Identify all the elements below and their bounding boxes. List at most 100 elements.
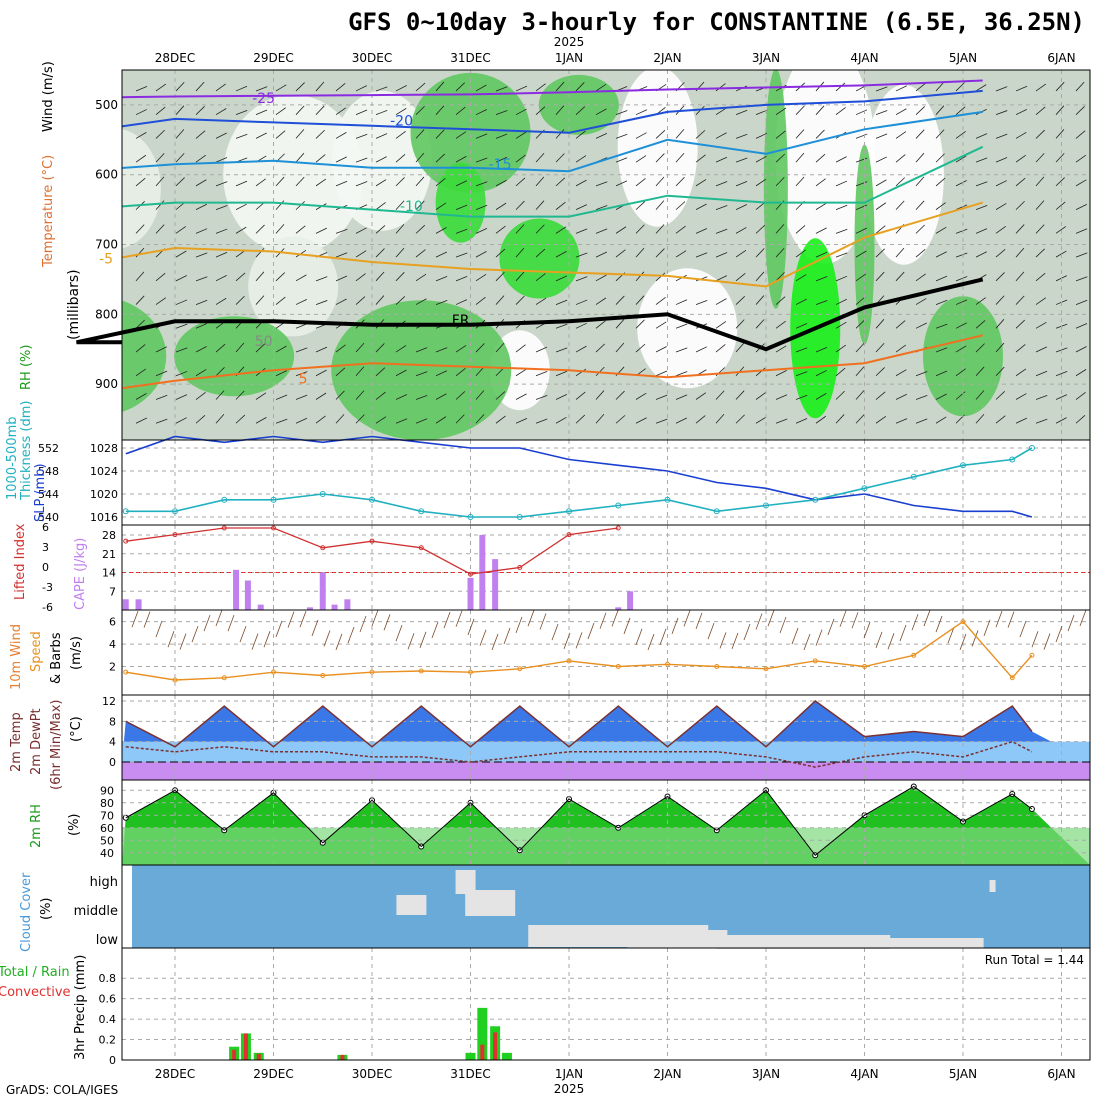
thickness-marker xyxy=(1028,445,1035,451)
wind-barb xyxy=(255,224,265,234)
rh-region xyxy=(923,296,1003,417)
wind-barb xyxy=(475,181,488,187)
wind-barb xyxy=(895,85,908,92)
wind-barb xyxy=(275,130,286,139)
year-label-top: 2025 xyxy=(554,35,585,49)
x-tick-label-top: 28DEC xyxy=(155,51,195,65)
wind-barb xyxy=(1015,393,1027,400)
wind-barb xyxy=(195,130,206,139)
y-tick-label: 800 xyxy=(95,307,118,321)
wind-barb xyxy=(435,347,448,353)
rh-region xyxy=(854,144,875,345)
wind-barb xyxy=(515,417,528,424)
wind-barb xyxy=(395,224,405,234)
y-tick-label: 700 xyxy=(95,238,118,252)
wind-barb xyxy=(935,81,945,92)
wind-barb xyxy=(215,251,228,258)
wind-barb xyxy=(195,276,208,282)
cloud-level-label: high xyxy=(90,875,118,890)
wind-barb xyxy=(355,109,368,116)
wind-speed-series xyxy=(123,619,1035,683)
wind-barb xyxy=(975,181,988,187)
wind-barb xyxy=(1055,371,1068,377)
wind-barb xyxy=(735,180,748,187)
wind-barb xyxy=(695,203,707,210)
contour-label: -20 xyxy=(390,113,413,129)
wind-barb xyxy=(175,177,185,187)
wind-barb xyxy=(1055,625,1063,643)
wind-barb xyxy=(887,633,895,650)
wind-barb xyxy=(915,298,927,305)
wind-barb xyxy=(215,343,226,353)
wind-barb xyxy=(415,298,427,305)
rh-region xyxy=(763,70,788,309)
wind-barb xyxy=(335,344,346,353)
wind-barb xyxy=(1015,271,1025,282)
wind-barb xyxy=(895,418,908,424)
wind-barb xyxy=(855,273,867,282)
wind-barb xyxy=(495,295,505,305)
wind-barb xyxy=(695,154,706,163)
y-label-precip: 3hr Precip (mm) xyxy=(73,955,88,1060)
wind-barb xyxy=(475,296,486,305)
wind-barb xyxy=(735,204,748,210)
wind-barb xyxy=(995,133,1008,139)
wind-barb xyxy=(915,106,926,115)
wind-barb xyxy=(815,300,828,305)
wind-barb xyxy=(195,299,208,305)
wind-barb xyxy=(647,633,655,651)
wind-barb xyxy=(755,132,768,139)
wind-barb xyxy=(415,347,428,353)
contour-label: 5 xyxy=(299,372,308,388)
wind-barb xyxy=(675,152,685,163)
wind-barb xyxy=(715,321,727,329)
wind-barb xyxy=(615,157,628,163)
wind-barb xyxy=(895,320,906,329)
wind-barb xyxy=(275,370,288,377)
y-tick-label: 60 xyxy=(100,822,114,835)
wind-barb xyxy=(895,108,907,116)
y-tick-label-left: 6 xyxy=(42,521,49,534)
wind-barb xyxy=(995,249,1006,258)
wind-barb xyxy=(295,129,305,139)
wind-barb xyxy=(1035,248,1045,258)
isotherm-line xyxy=(76,277,984,352)
wind-barb xyxy=(395,85,407,92)
wind-barb xyxy=(535,418,548,424)
y-tick-label-left: 552 xyxy=(38,442,59,455)
wind-barb xyxy=(1055,347,1068,353)
wind-barb xyxy=(815,105,825,115)
wind-barb xyxy=(575,414,586,424)
wind-barb xyxy=(455,414,465,424)
wind-barb xyxy=(635,247,645,258)
wind-barb xyxy=(595,390,605,400)
wind-barb xyxy=(175,417,187,424)
wind-barb xyxy=(615,133,628,139)
y-tick-label: 70 xyxy=(100,809,114,822)
wind-barb xyxy=(695,228,708,234)
wind-barb xyxy=(635,628,643,646)
wind-barb xyxy=(155,200,165,210)
wind-barb xyxy=(839,610,847,627)
wind-barb xyxy=(575,276,588,282)
wind-barb xyxy=(755,392,766,400)
wind-barb xyxy=(795,105,805,115)
wind-barb xyxy=(555,299,568,305)
wind-barb xyxy=(135,344,146,353)
wind-barb xyxy=(635,132,647,139)
wind-barb xyxy=(195,369,207,377)
wind-barb xyxy=(455,391,466,400)
wind-barb xyxy=(275,224,285,234)
wind-barb xyxy=(935,416,947,424)
dewpoint-line xyxy=(125,740,1033,768)
wind-barb xyxy=(795,176,805,187)
wind-barb xyxy=(555,251,567,258)
wind-barb xyxy=(955,252,968,258)
wind-barb xyxy=(1055,417,1067,424)
wind-barb xyxy=(535,395,548,400)
wind-barb xyxy=(715,132,727,139)
wind-barb xyxy=(795,418,808,424)
wind-barb xyxy=(715,107,727,116)
wind-barb xyxy=(1055,129,1065,139)
wind-barb xyxy=(983,619,991,636)
